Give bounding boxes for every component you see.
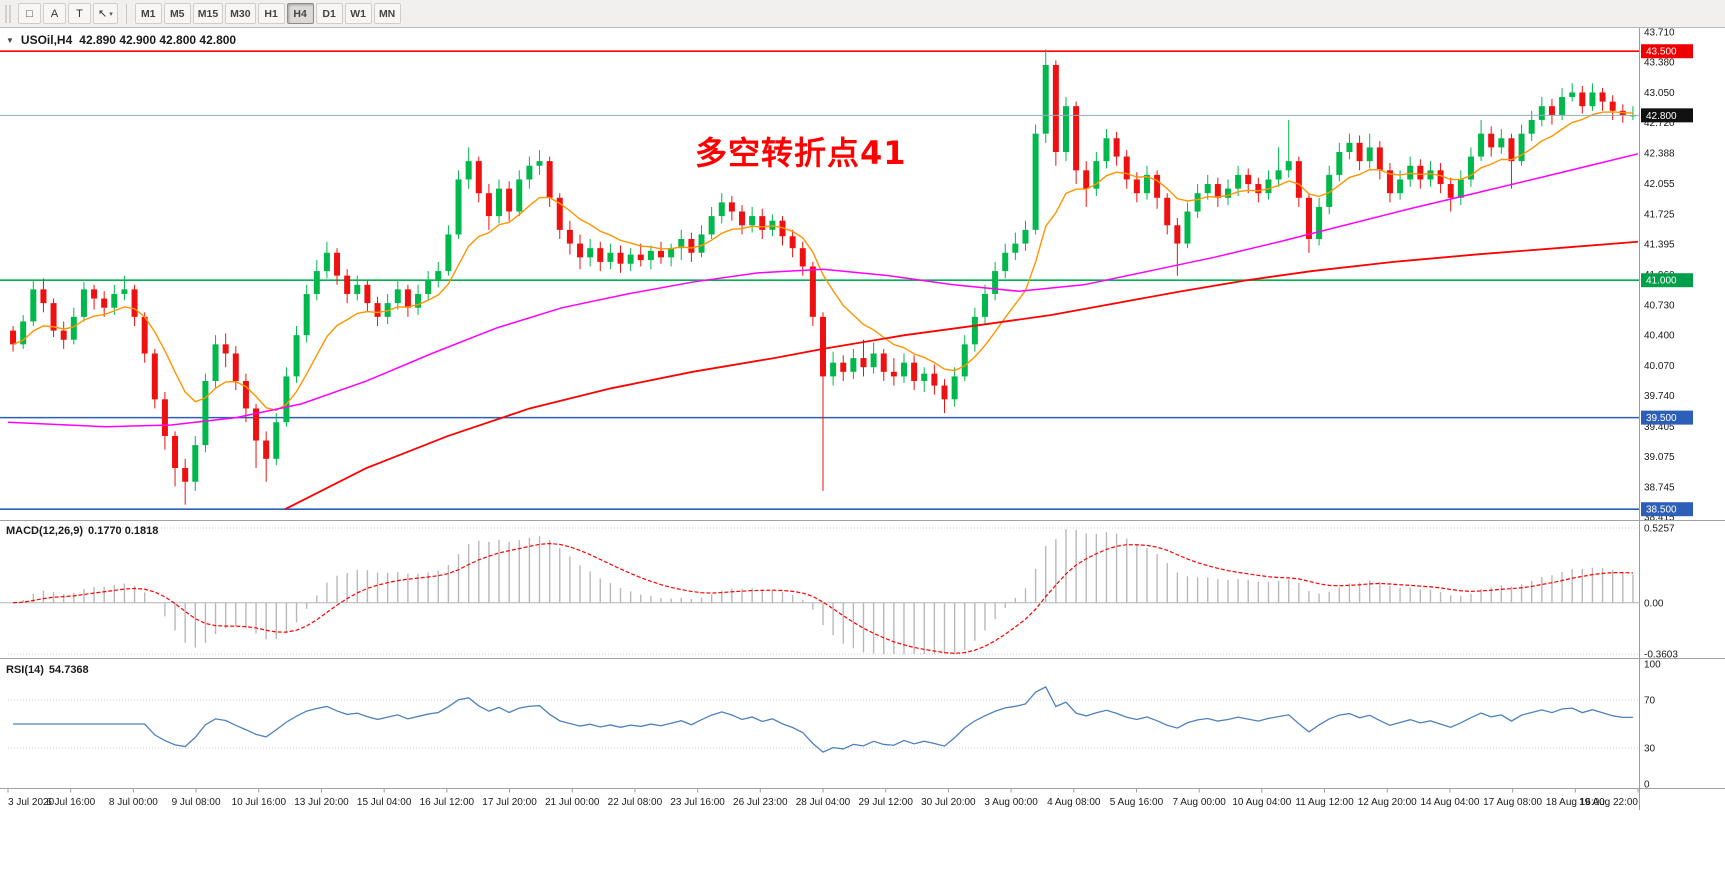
- svg-text:40.070: 40.070: [1644, 361, 1675, 372]
- svg-text:43.050: 43.050: [1644, 88, 1675, 99]
- svg-text:8 Jul 00:00: 8 Jul 00:00: [109, 797, 158, 808]
- toolbar-separator: [125, 3, 127, 24]
- arrow-a-tool-button[interactable]: A: [43, 3, 66, 24]
- svg-text:30 Jul 20:00: 30 Jul 20:00: [921, 797, 976, 808]
- svg-text:38.745: 38.745: [1644, 482, 1675, 493]
- svg-text:41.725: 41.725: [1644, 209, 1675, 220]
- toolbar: □ A T ↖ ▾ M1 M5 M15 M30 H1 H4 D1 W1 MN: [0, 0, 1725, 28]
- svg-text:10 Jul 16:00: 10 Jul 16:00: [232, 797, 287, 808]
- svg-text:30: 30: [1644, 744, 1656, 755]
- svg-text:17 Jul 20:00: 17 Jul 20:00: [482, 797, 537, 808]
- svg-text:0.00: 0.00: [1644, 598, 1664, 609]
- svg-text:42.388: 42.388: [1644, 149, 1675, 160]
- timeframe-d1-button[interactable]: D1: [315, 3, 343, 24]
- svg-text:40.730: 40.730: [1644, 300, 1675, 311]
- timeframe-m5-button[interactable]: M5: [163, 3, 191, 24]
- svg-text:26 Jul 23:00: 26 Jul 23:00: [733, 797, 788, 808]
- chart-canvas[interactable]: 43.710 43.380 43.050 42.720 42.388 42.055 41.7…: [0, 28, 1725, 894]
- svg-text:0: 0: [1644, 780, 1650, 791]
- svg-text:41.000: 41.000: [1646, 276, 1677, 287]
- svg-text:4 Aug 08:00: 4 Aug 08:00: [1047, 797, 1101, 808]
- svg-text:3 Aug 00:00: 3 Aug 00:00: [984, 797, 1038, 808]
- svg-text:15 Jul 04:00: 15 Jul 04:00: [357, 797, 412, 808]
- chevron-down-icon: ▾: [109, 10, 113, 18]
- svg-text:13 Jul 20:00: 13 Jul 20:00: [294, 797, 349, 808]
- svg-text:3 Jul 2020: 3 Jul 2020: [8, 797, 55, 808]
- timeframe-mn-button[interactable]: MN: [373, 3, 401, 24]
- svg-text:7 Aug 00:00: 7 Aug 00:00: [1172, 797, 1226, 808]
- svg-text:19 Aug 22:00: 19 Aug 22:00: [1579, 797, 1638, 808]
- timeframe-m30-button[interactable]: M30: [225, 3, 256, 24]
- svg-text:6 Jul 16:00: 6 Jul 16:00: [46, 797, 95, 808]
- rsi-line: [13, 686, 1633, 753]
- svg-text:18 Aug 16:00: 18 Aug 16:00: [1546, 797, 1605, 808]
- svg-text:16 Jul 12:00: 16 Jul 12:00: [420, 797, 475, 808]
- svg-text:0.5257: 0.5257: [1644, 524, 1675, 535]
- pointer-tool-button[interactable]: ↖ ▾: [93, 3, 118, 24]
- svg-text:17 Aug 08:00: 17 Aug 08:00: [1483, 797, 1542, 808]
- price-badges: 43.500 42.800 41.000 39.500 38.500: [1641, 44, 1693, 517]
- svg-text:40.400: 40.400: [1644, 331, 1675, 342]
- svg-text:38.500: 38.500: [1646, 505, 1677, 516]
- price-axis-labels: 43.710 43.380 43.050 42.720 42.388 42.055 41.7…: [1644, 28, 1675, 524]
- timeframe-h1-button[interactable]: H1: [257, 3, 285, 24]
- svg-text:43.500: 43.500: [1646, 47, 1677, 58]
- svg-text:21 Jul 00:00: 21 Jul 00:00: [545, 797, 600, 808]
- frame-tool-button[interactable]: □: [18, 3, 41, 24]
- svg-text:39.740: 39.740: [1644, 391, 1675, 402]
- svg-text:70: 70: [1644, 696, 1656, 707]
- svg-text:29 Jul 12:00: 29 Jul 12:00: [858, 797, 913, 808]
- svg-text:43.380: 43.380: [1644, 58, 1675, 69]
- ma-mid-line: [7, 153, 1639, 428]
- chart-workspace: 43.710 43.380 43.050 42.720 42.388 42.055 41.7…: [0, 28, 1725, 894]
- timeframe-m15-button[interactable]: M15: [192, 3, 224, 24]
- svg-text:-0.3603: -0.3603: [1644, 650, 1678, 661]
- toolbar-grip[interactable]: [5, 4, 11, 23]
- svg-text:100: 100: [1644, 660, 1661, 671]
- horizontal-lines[interactable]: [0, 50, 1640, 511]
- timeframe-w1-button[interactable]: W1: [344, 3, 372, 24]
- svg-text:28 Jul 04:00: 28 Jul 04:00: [796, 797, 851, 808]
- drawing-tools-group: □ A T ↖ ▾: [18, 3, 118, 24]
- svg-text:42.055: 42.055: [1644, 179, 1675, 190]
- ma-slow-line: [284, 240, 1639, 511]
- svg-text:23 Jul 16:00: 23 Jul 16:00: [670, 797, 725, 808]
- timeframe-h4-button[interactable]: H4: [286, 3, 314, 24]
- ma-fast-line: [12, 111, 1633, 412]
- candles-layer: [10, 49, 1636, 505]
- svg-text:14 Aug 04:00: 14 Aug 04:00: [1420, 797, 1479, 808]
- timeframe-m1-button[interactable]: M1: [134, 3, 162, 24]
- svg-text:11 Aug 12:00: 11 Aug 12:00: [1295, 797, 1354, 808]
- svg-text:22 Jul 08:00: 22 Jul 08:00: [608, 797, 663, 808]
- svg-text:10 Aug 04:00: 10 Aug 04:00: [1232, 797, 1291, 808]
- rsi-panel: 100 70 30 0: [8, 660, 1661, 791]
- svg-text:42.720: 42.720: [1644, 118, 1675, 129]
- macd-panel: 0.5257 0.00 -0.3603: [0, 524, 1678, 661]
- timeframe-group: M1 M5 M15 M30 H1 H4 D1 W1 MN: [134, 3, 401, 24]
- svg-text:39.500: 39.500: [1646, 413, 1677, 424]
- svg-text:42.800: 42.800: [1646, 111, 1677, 122]
- svg-text:5 Aug 16:00: 5 Aug 16:00: [1110, 797, 1164, 808]
- svg-text:38.415: 38.415: [1644, 513, 1675, 524]
- text-tool-button[interactable]: T: [68, 3, 91, 24]
- svg-text:39.075: 39.075: [1644, 452, 1675, 463]
- svg-text:12 Aug 20:00: 12 Aug 20:00: [1358, 797, 1417, 808]
- svg-text:43.710: 43.710: [1644, 28, 1675, 39]
- svg-text:9 Jul 08:00: 9 Jul 08:00: [172, 797, 221, 808]
- svg-text:39.405: 39.405: [1644, 422, 1675, 433]
- svg-text:41.395: 41.395: [1644, 240, 1675, 251]
